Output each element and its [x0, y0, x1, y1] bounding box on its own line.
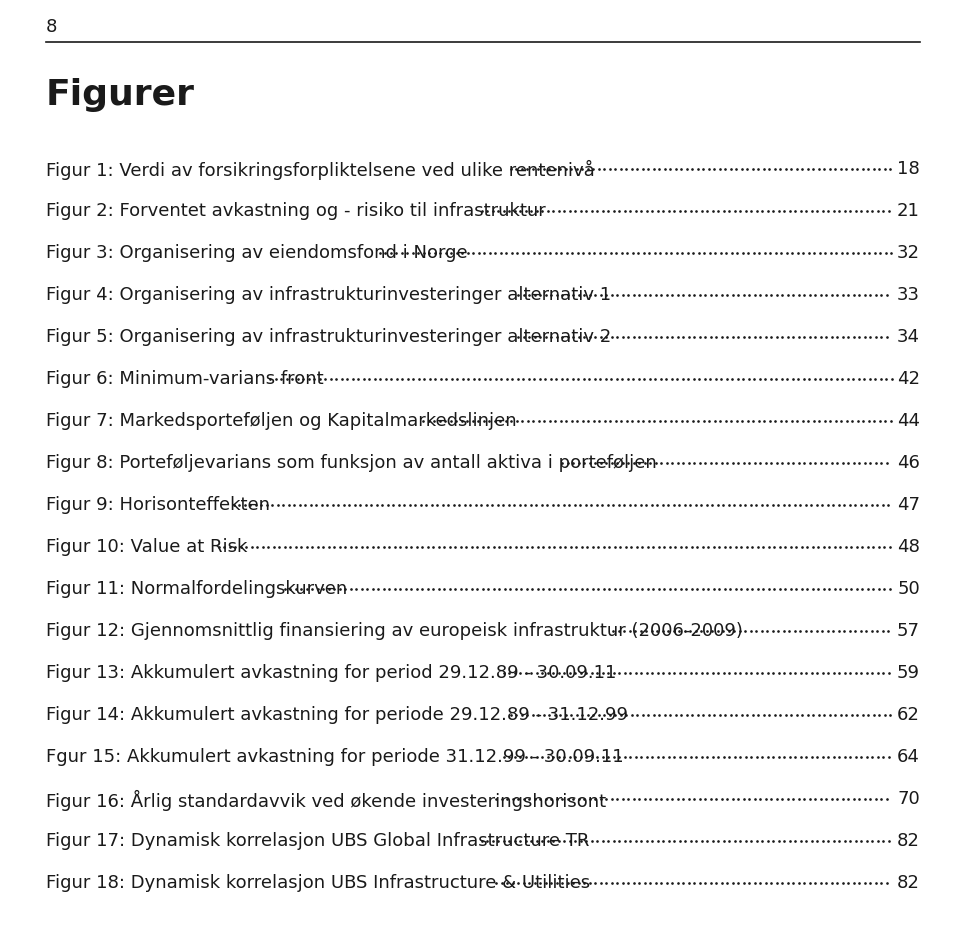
Text: Figur 2: Forventet avkastning og - risiko til infrastruktur: Figur 2: Forventet avkastning og - risik… — [46, 202, 545, 220]
Text: 62: 62 — [898, 706, 920, 724]
Text: 21: 21 — [898, 202, 920, 220]
Text: 82: 82 — [898, 832, 920, 850]
Text: Figur 16: Årlig standardavvik ved økende investeringshorisont: Figur 16: Årlig standardavvik ved økende… — [46, 790, 606, 811]
Text: 44: 44 — [897, 412, 920, 430]
Text: 8: 8 — [46, 18, 58, 36]
Text: Fgur 15: Akkumulert avkastning for periode 31.12.99 - 30.09.11: Fgur 15: Akkumulert avkastning for perio… — [46, 748, 624, 766]
Text: 33: 33 — [897, 286, 920, 304]
Text: Figur 9: Horisonteffekten: Figur 9: Horisonteffekten — [46, 496, 270, 514]
Text: Figur 5: Organisering av infrastrukturinvesteringer alternativ 2: Figur 5: Organisering av infrastrukturin… — [46, 328, 612, 346]
Text: 46: 46 — [898, 454, 920, 472]
Text: Figur 6: Minimum-varians front: Figur 6: Minimum-varians front — [46, 370, 324, 388]
Text: 42: 42 — [897, 370, 920, 388]
Text: Figur 17: Dynamisk korrelasjon UBS Global Infrastructure TR: Figur 17: Dynamisk korrelasjon UBS Globa… — [46, 832, 589, 850]
Text: 34: 34 — [897, 328, 920, 346]
Text: Figurer: Figurer — [46, 78, 195, 112]
Text: Figur 7: Markedsporteføljen og Kapitalmarkedslinjen: Figur 7: Markedsporteføljen og Kapitalma… — [46, 412, 516, 430]
Text: Figur 13: Akkumulert avkastning for period 29.12.89 - 30.09.11: Figur 13: Akkumulert avkastning for peri… — [46, 664, 616, 682]
Text: 48: 48 — [898, 538, 920, 556]
Text: 18: 18 — [898, 160, 920, 178]
Text: 47: 47 — [897, 496, 920, 514]
Text: Figur 3: Organisering av eiendomsfond i Norge: Figur 3: Organisering av eiendomsfond i … — [46, 244, 468, 262]
Text: 59: 59 — [897, 664, 920, 682]
Text: Figur 11: Normalfordelingskurven: Figur 11: Normalfordelingskurven — [46, 580, 348, 598]
Text: 82: 82 — [898, 874, 920, 892]
Text: 64: 64 — [898, 748, 920, 766]
Text: 70: 70 — [898, 790, 920, 808]
Text: 50: 50 — [898, 580, 920, 598]
Text: Figur 4: Organisering av infrastrukturinvesteringer alternativ 1: Figur 4: Organisering av infrastrukturin… — [46, 286, 612, 304]
Text: Figur 10: Value at Risk: Figur 10: Value at Risk — [46, 538, 248, 556]
Text: 57: 57 — [897, 622, 920, 640]
Text: Figur 12: Gjennomsnittlig finansiering av europeisk infrastruktur (2006-2009): Figur 12: Gjennomsnittlig finansiering a… — [46, 622, 743, 640]
Text: Figur 18: Dynamisk korrelasjon UBS Infrastructure & Utilities: Figur 18: Dynamisk korrelasjon UBS Infra… — [46, 874, 590, 892]
Text: 32: 32 — [897, 244, 920, 262]
Text: Figur 14: Akkumulert avkastning for periode 29.12.89 - 31.12.99: Figur 14: Akkumulert avkastning for peri… — [46, 706, 628, 724]
Text: Figur 8: Porteføljevarians som funksjon av antall aktiva i porteføljen: Figur 8: Porteføljevarians som funksjon … — [46, 454, 657, 472]
Text: Figur 1: Verdi av forsikringsforpliktelsene ved ulike rentenivå: Figur 1: Verdi av forsikringsforpliktels… — [46, 160, 595, 180]
